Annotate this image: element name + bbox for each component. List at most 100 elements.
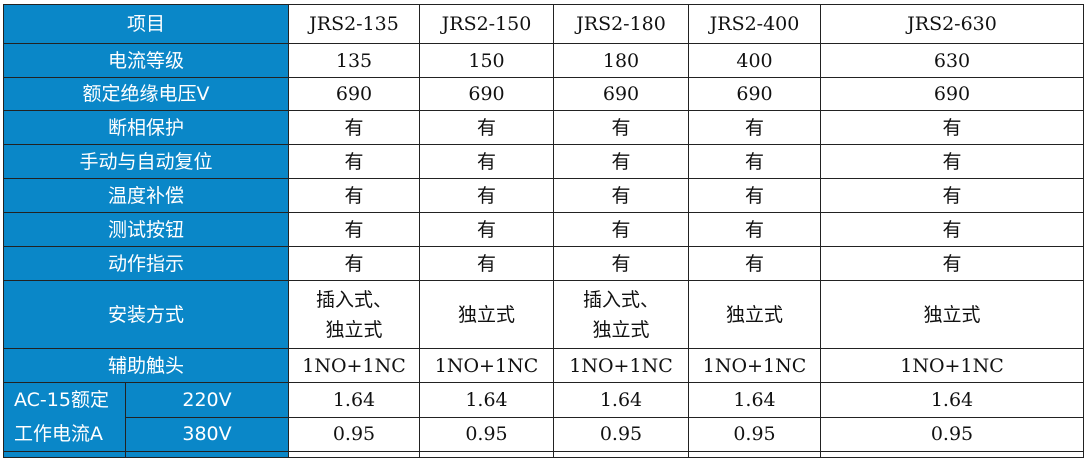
cell-value: 有 bbox=[820, 110, 1084, 145]
cell-value: 690 bbox=[553, 77, 689, 111]
cell-value: 1NO+1NC bbox=[419, 348, 554, 383]
ac15-label: AC-15额定 工作电流A bbox=[3, 382, 126, 452]
row-label: 安装方式 bbox=[3, 280, 289, 349]
table-row: 断相保护有有有有有 bbox=[3, 110, 1084, 145]
table-row: 辅助触头 1NO+1NC 1NO+1NC 1NO+1NC 1NO+1NC 1NO+1NC bbox=[3, 348, 1084, 383]
row-label: 温度补偿 bbox=[3, 178, 289, 213]
cell-value: 0.95 bbox=[688, 416, 821, 452]
cell-value: 有 bbox=[820, 246, 1084, 281]
cell-line: 插入式、 bbox=[315, 288, 392, 311]
model-header: JRS2-180 bbox=[553, 4, 689, 44]
table-row: 手动与自动复位有有有有有 bbox=[3, 144, 1084, 179]
row-label: 断相保护 bbox=[3, 110, 289, 145]
cell-value: 有 bbox=[288, 178, 420, 213]
ac15-row: 380V 0.95 0.95 0.95 0.95 0.95 bbox=[4, 416, 1084, 452]
cell-line: 独立式 bbox=[325, 318, 383, 341]
cell-value: 有 bbox=[688, 178, 821, 213]
cell-value: 有 bbox=[553, 178, 689, 213]
cell-value: 0.95 bbox=[419, 416, 554, 452]
empty-cell bbox=[553, 451, 689, 458]
empty-cell bbox=[288, 451, 420, 458]
cell-value: 1.64 bbox=[688, 382, 821, 418]
voltage-label: 380V bbox=[125, 416, 289, 452]
cell-value: 630 bbox=[820, 43, 1084, 78]
cell-value: 有 bbox=[553, 246, 689, 281]
cell-value: 有 bbox=[288, 246, 420, 281]
cell-value: 独立式 bbox=[820, 280, 1084, 349]
spec-table: 项目 JRS2-135 JRS2-150 JRS2-180 JRS2-400 JRS2-6… bbox=[3, 4, 1084, 458]
cell-line: 插入式、 bbox=[582, 288, 659, 311]
cell-value: 有 bbox=[419, 212, 554, 247]
cell-value: 有 bbox=[688, 212, 821, 247]
model-header: JRS2-630 bbox=[820, 4, 1084, 44]
cell-line: 独立式 bbox=[592, 318, 650, 341]
cell-value: 1.64 bbox=[288, 382, 420, 418]
row-label: 额定绝缘电压V bbox=[3, 77, 289, 111]
ac15-row: AC-15额定 工作电流A 220V 1.64 1.64 1.64 1.64 1.64 bbox=[3, 382, 1084, 452]
cell-value: 有 bbox=[688, 110, 821, 145]
empty-cell bbox=[125, 451, 289, 458]
cell-value: 有 bbox=[553, 212, 689, 247]
cell-value: 有 bbox=[820, 178, 1084, 213]
cell-value: 690 bbox=[820, 77, 1084, 111]
cell-value: 1NO+1NC bbox=[820, 348, 1084, 383]
empty-cell bbox=[820, 451, 1084, 458]
ac15-label-line2: 工作电流A bbox=[14, 423, 103, 445]
cell-value: 0.95 bbox=[820, 416, 1084, 452]
empty-cell bbox=[3, 451, 126, 458]
table-row: 安装方式 插入式、 独立式 独立式 插入式、 独立式 独立式 独立式 bbox=[3, 280, 1084, 349]
table-row: 温度补偿有有有有有 bbox=[3, 178, 1084, 213]
cell-value: 有 bbox=[288, 110, 420, 145]
row-label: 辅助触头 bbox=[3, 348, 289, 383]
empty-cell bbox=[688, 451, 821, 458]
row-label: 测试按钮 bbox=[3, 212, 289, 247]
cell-value: 0.95 bbox=[288, 416, 420, 452]
cell-value: 有 bbox=[419, 110, 554, 145]
cell-value: 有 bbox=[553, 110, 689, 145]
cell-value: 1NO+1NC bbox=[688, 348, 821, 383]
cell-value: 690 bbox=[288, 77, 420, 111]
cell-value: 有 bbox=[688, 246, 821, 281]
cell-value: 180 bbox=[553, 43, 689, 78]
cell-value: 690 bbox=[688, 77, 821, 111]
model-header: JRS2-400 bbox=[688, 4, 821, 44]
partial-row bbox=[3, 451, 1084, 458]
cell-value: 1.64 bbox=[553, 382, 689, 418]
table-row: 电流等级 135 150 180 400 630 bbox=[3, 43, 1084, 78]
cell-value: 1NO+1NC bbox=[288, 348, 420, 383]
model-header: JRS2-150 bbox=[419, 4, 554, 44]
ac15-label-line1: AC-15额定 bbox=[14, 389, 109, 411]
cell-value: 135 bbox=[288, 43, 420, 78]
cell-value: 有 bbox=[288, 144, 420, 179]
cell-value: 0.95 bbox=[553, 416, 689, 452]
cell-value: 400 bbox=[688, 43, 821, 78]
cell-value: 有 bbox=[419, 144, 554, 179]
cell-value: 有 bbox=[820, 212, 1084, 247]
cell-value: 独立式 bbox=[419, 280, 554, 349]
cell-value: 有 bbox=[419, 178, 554, 213]
voltage-label: 220V bbox=[125, 382, 289, 418]
row-label: 电流等级 bbox=[3, 43, 289, 78]
cell-value: 150 bbox=[419, 43, 554, 78]
header-row: 项目 JRS2-135 JRS2-150 JRS2-180 JRS2-400 JRS2-6… bbox=[3, 4, 1084, 44]
cell-value: 有 bbox=[288, 212, 420, 247]
cell-value: 690 bbox=[419, 77, 554, 111]
cell-value: 插入式、 独立式 bbox=[288, 280, 420, 349]
cell-value: 有 bbox=[419, 246, 554, 281]
cell-value: 有 bbox=[553, 144, 689, 179]
empty-cell bbox=[419, 451, 554, 458]
cell-value: 有 bbox=[688, 144, 821, 179]
row-label: 手动与自动复位 bbox=[3, 144, 289, 179]
cell-value: 1NO+1NC bbox=[553, 348, 689, 383]
model-header: JRS2-135 bbox=[288, 4, 420, 44]
cell-value: 插入式、 独立式 bbox=[553, 280, 689, 349]
cell-value: 独立式 bbox=[688, 280, 821, 349]
cell-value: 1.64 bbox=[419, 382, 554, 418]
table-row: 动作指示有有有有有 bbox=[3, 246, 1084, 281]
cell-value: 1.64 bbox=[820, 382, 1084, 418]
row-label: 动作指示 bbox=[3, 246, 289, 281]
cell-value: 有 bbox=[820, 144, 1084, 179]
table-row: 测试按钮有有有有有 bbox=[3, 212, 1084, 247]
header-label: 项目 bbox=[3, 4, 289, 44]
table-row: 额定绝缘电压V 690 690 690 690 690 bbox=[3, 77, 1084, 111]
